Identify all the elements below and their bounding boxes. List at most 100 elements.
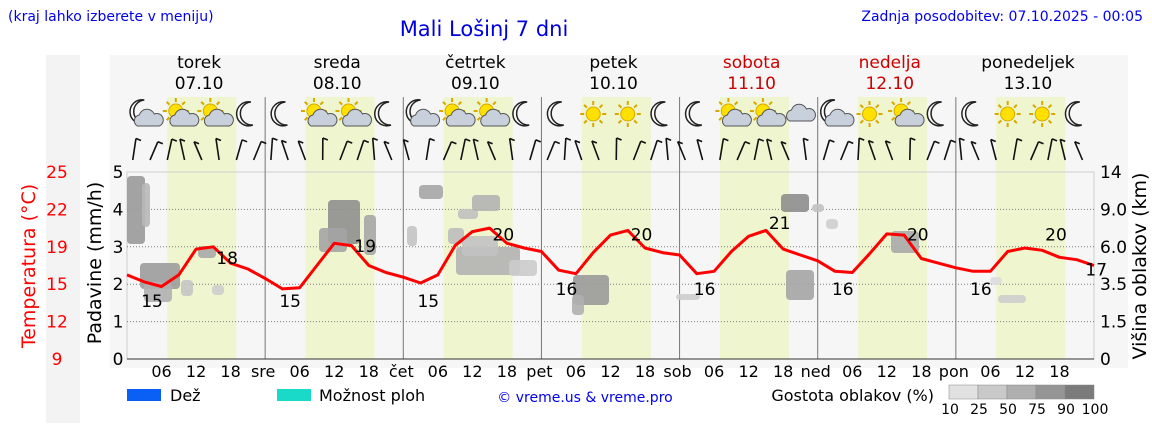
wind-barb xyxy=(574,139,583,161)
temp-value-label: 20 xyxy=(631,225,653,245)
moon-icon xyxy=(270,101,288,127)
day-name: petek xyxy=(589,53,637,73)
cloud-blob xyxy=(144,282,172,302)
day-abbr: sre xyxy=(251,362,275,381)
region-hint[interactable]: (kraj lahko izberete v meniju) xyxy=(8,9,214,25)
sun-icon xyxy=(1029,101,1056,127)
moon-cloud-icon xyxy=(129,99,164,127)
showers-legend-label: Možnost ploh xyxy=(319,386,425,405)
hour-tick: 12 xyxy=(1015,362,1035,381)
cloud-height-tick: 6.0 xyxy=(1100,238,1127,258)
moon-icon xyxy=(926,101,944,127)
day-name: četrtek xyxy=(445,53,506,73)
hour-tick: 18 xyxy=(1049,362,1069,381)
wind-barb xyxy=(650,139,663,161)
cloud-blob xyxy=(676,294,700,300)
hour-tick: 06 xyxy=(980,362,1000,381)
hour-tick: 06 xyxy=(428,362,448,381)
cloud-height-tick: 1.5 xyxy=(1100,313,1127,333)
moon-icon xyxy=(235,101,254,127)
wind-barb xyxy=(321,137,329,161)
day-date: 12.10 xyxy=(865,74,914,94)
wind-barb xyxy=(179,138,186,161)
wind-barb xyxy=(958,137,965,161)
sun-cloud-icon xyxy=(749,98,787,127)
wind-barb xyxy=(857,137,865,161)
hour-tick: 12 xyxy=(738,362,758,381)
temp-value-label: 20 xyxy=(907,225,929,245)
wind-barb xyxy=(166,138,178,161)
temp-tick: 19 xyxy=(46,238,68,258)
cloud-density-scale: 10 25 50 75 90 100 xyxy=(941,384,1108,418)
density-swatch xyxy=(1006,384,1037,400)
wind-barb xyxy=(822,139,835,161)
sun-cloud-icon xyxy=(888,98,925,127)
temp-tick: 15 xyxy=(46,275,68,295)
day-date: 08.10 xyxy=(313,74,362,94)
wind-barb xyxy=(339,140,353,161)
hour-tick: 12 xyxy=(600,362,620,381)
moon-icon xyxy=(512,101,530,127)
wind-barb xyxy=(1059,138,1066,161)
density-step: 50 xyxy=(999,402,1017,418)
axes: 25221915129543210149.06.03.51.50Temperat… xyxy=(18,163,1151,370)
sun-cloud-icon xyxy=(300,98,338,127)
cloud-blob xyxy=(319,228,347,252)
hour-tick: 12 xyxy=(186,362,206,381)
wind-barb xyxy=(632,140,647,161)
wind-barb xyxy=(615,137,622,161)
temp-value-label: 16 xyxy=(556,280,578,300)
hour-tick: 18 xyxy=(911,362,931,381)
day-name: torek xyxy=(177,53,221,73)
sun-icon xyxy=(994,101,1021,127)
temp-tick: 12 xyxy=(46,313,68,333)
sun-cloud-icon xyxy=(335,98,372,127)
wind-barb xyxy=(563,137,572,161)
cloud-blob xyxy=(419,185,443,199)
temp-value-label: 21 xyxy=(769,214,791,234)
temp-axis-label: Temperatura (°C) xyxy=(18,184,40,349)
wind-barb xyxy=(508,137,515,161)
moon-icon xyxy=(1064,101,1082,127)
density-swatch xyxy=(1064,384,1095,400)
wind-barb xyxy=(270,137,278,161)
hour-tick: 18 xyxy=(359,362,379,381)
wind-barb xyxy=(736,141,751,161)
cloud-blob xyxy=(472,195,500,211)
temp-value-label: 20 xyxy=(493,225,515,245)
cloud-blob xyxy=(364,215,376,255)
density-swatch xyxy=(948,384,979,400)
wind-barb xyxy=(1073,140,1084,161)
cloud-blob xyxy=(127,176,145,244)
day-abbr: pet xyxy=(526,362,552,381)
moon-icon xyxy=(961,101,979,127)
wind-barb xyxy=(753,138,764,161)
day-abbr: pon xyxy=(939,362,969,381)
cloud-blob xyxy=(509,260,537,276)
cloud-height-tick: 9.0 xyxy=(1100,200,1127,220)
credit-link[interactable]: © vreme.us & vreme.pro xyxy=(497,390,672,406)
wind-barb xyxy=(926,140,940,161)
day-date: 13.10 xyxy=(1004,74,1053,94)
temperature-line xyxy=(126,226,1095,291)
rain-legend-label: Dež xyxy=(170,386,201,405)
cloud-blob xyxy=(181,280,193,296)
cloud-blob xyxy=(786,270,814,300)
density-swatch xyxy=(1035,384,1066,400)
temp-value-label: 18 xyxy=(216,249,238,269)
hour-tick: 18 xyxy=(635,362,655,381)
sun-cloud-icon xyxy=(439,98,476,127)
sun-cloud-icon xyxy=(197,98,234,127)
daylight-band xyxy=(996,97,1066,359)
temp-tick: 25 xyxy=(46,163,68,183)
temp-value-label: 17 xyxy=(1085,261,1107,281)
last-update: Zadnja posodobitev: 07.10.2025 - 00:05 xyxy=(861,9,1143,25)
grid-lines xyxy=(127,97,1094,360)
hour-tick: 06 xyxy=(842,362,862,381)
wind-barb xyxy=(1047,138,1058,161)
cloud-blob xyxy=(812,204,824,212)
wind-barb xyxy=(486,140,497,161)
precip-tick: 5 xyxy=(113,163,124,183)
precip-tick: 4 xyxy=(113,200,124,220)
wind-barb xyxy=(867,139,877,161)
